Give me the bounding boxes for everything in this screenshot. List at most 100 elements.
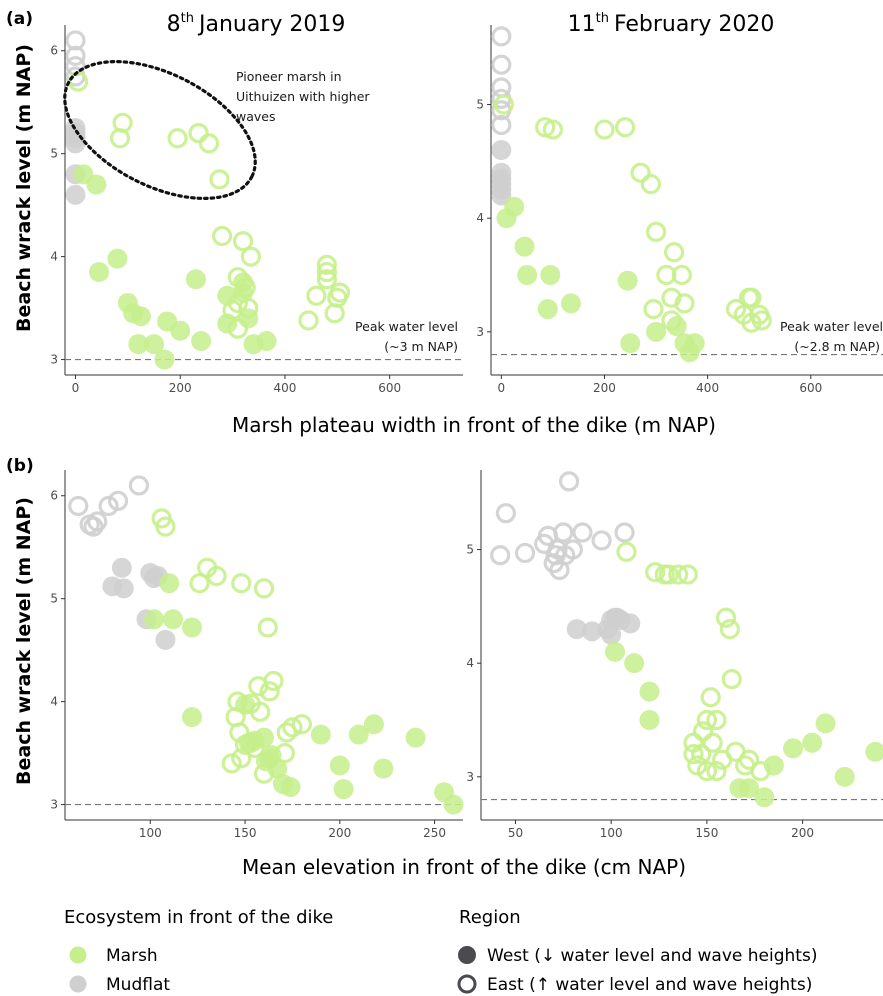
mudflat-east-point: [514, 542, 536, 564]
mudflat-east-point: [491, 26, 512, 47]
marsh-east-point: [643, 298, 664, 320]
legend-west-swatch: [458, 946, 476, 964]
marsh-east-point: [664, 242, 685, 263]
y-axis-title-a: Beach wrack level (m NAP): [13, 44, 35, 332]
mudflat-east-point: [68, 495, 89, 517]
panel-label-a: (a): [6, 9, 33, 29]
marsh-west-point: [620, 333, 641, 354]
marsh-east-point: [706, 761, 727, 782]
marsh-east-point: [316, 254, 337, 275]
date-title-right: 11th February 2020: [568, 11, 775, 37]
legend-mudflat-label: Mudflat: [106, 975, 170, 995]
marsh-east-point: [253, 578, 275, 599]
marsh-west-point: [238, 308, 259, 329]
marsh-west-point: [514, 236, 535, 257]
marsh-west-point: [865, 741, 883, 762]
plot-b-right: 3 4 5 50 100 150 200: [466, 470, 883, 840]
marsh-east-point: [594, 119, 615, 140]
marsh-west-point: [537, 299, 558, 320]
peak-water-left-line-1: Peak water level: [355, 319, 458, 334]
mudflat-east-point: [128, 475, 150, 496]
peak-water-right-line-1: Peak water level: [780, 319, 883, 334]
marsh-west-point: [540, 265, 561, 285]
marsh-east-point: [542, 119, 563, 140]
mudflat-west-point: [111, 557, 132, 578]
marsh-east-point: [282, 717, 303, 738]
marsh-west-point: [163, 609, 184, 630]
x-tick-label: 0: [497, 381, 505, 395]
marsh-east-point: [250, 701, 271, 723]
mudflat-west-point: [113, 578, 134, 599]
mudflat-east-point: [107, 490, 129, 511]
mudflat-east-point: [87, 511, 108, 532]
marsh-east-point: [674, 293, 695, 314]
marsh-east-point: [263, 670, 284, 692]
plot-a-right: 3 4 5 0 200 400 600: [476, 25, 883, 395]
marsh-east-point: [630, 162, 651, 183]
legend-ecosystem-title: Ecosystem in front of the dike: [64, 907, 333, 928]
marsh-east-point: [668, 564, 689, 585]
x-tick-label: 600: [378, 381, 401, 395]
marsh-east-point: [658, 564, 679, 585]
marsh-east-point: [291, 714, 313, 735]
marsh-east-point: [257, 617, 278, 638]
panel-label-b: (b): [6, 456, 34, 476]
mudflat-west-point: [65, 133, 86, 154]
date-title-left: 8th January 2019: [167, 11, 346, 37]
marsh-west-point: [267, 758, 288, 779]
y-tick-label: 3: [50, 798, 58, 812]
marsh-east-point: [645, 221, 667, 242]
marsh-east-point: [696, 709, 717, 731]
marsh-west-point: [144, 609, 165, 630]
marsh-east-point: [240, 246, 262, 267]
marsh-west-point: [605, 641, 625, 662]
marsh-east-point: [702, 732, 723, 753]
peak-water-right-line-2: (~2.8 m NAP): [794, 339, 880, 354]
marsh-west-point: [834, 766, 855, 787]
marsh-west-point: [256, 331, 277, 352]
x-tick-label: 50: [508, 826, 523, 840]
x-axis-title-b: Mean elevation in front of the dike (cm …: [242, 855, 686, 879]
legend-marsh-label: Marsh: [106, 946, 158, 966]
marsh-west-point: [254, 727, 274, 748]
marsh-east-point: [259, 681, 280, 702]
y-tick-label: 4: [50, 695, 58, 709]
marsh-west-point: [170, 320, 191, 341]
pioneer-marsh-ellipse: [63, 60, 257, 200]
marsh-east-point: [719, 618, 740, 640]
x-tick-label: 400: [696, 381, 719, 395]
x-tick-label: 200: [791, 826, 814, 840]
marsh-east-point: [274, 742, 295, 764]
mudflat-east-point: [562, 539, 583, 560]
x-tick-label: 100: [139, 826, 162, 840]
mudflat-east-point: [490, 545, 511, 566]
marsh-west-point: [763, 755, 784, 776]
marsh-east-point: [751, 310, 772, 331]
marsh-east-point: [276, 722, 297, 743]
y-tick-label: 3: [476, 325, 484, 339]
marsh-east-point: [671, 264, 692, 286]
marsh-east-point: [167, 128, 188, 149]
legend-east-label: East (↑ water level and wave heights): [487, 975, 812, 995]
marsh-east-point: [298, 310, 319, 331]
marsh-east-point: [155, 516, 176, 537]
y-tick-label: 4: [50, 250, 58, 264]
legend-region-title: Region: [459, 907, 521, 928]
marsh-west-point: [89, 262, 110, 283]
marsh-east-point: [696, 761, 717, 782]
y-tick-label: 5: [476, 98, 484, 112]
marsh-west-point: [802, 732, 823, 753]
marsh-east-point: [677, 564, 698, 585]
marsh-east-point: [616, 541, 637, 562]
y-tick-label: 5: [466, 543, 474, 557]
x-tick-label: 250: [423, 826, 446, 840]
marsh-west-point: [754, 787, 775, 808]
marsh-west-point: [130, 306, 151, 327]
marsh-west-point: [666, 316, 687, 337]
mudflat-west-point: [155, 629, 176, 650]
mudflat-west-point: [582, 621, 603, 642]
marsh-east-point: [738, 749, 760, 770]
marsh-west-point: [646, 321, 667, 342]
marsh-east-point: [316, 269, 337, 290]
